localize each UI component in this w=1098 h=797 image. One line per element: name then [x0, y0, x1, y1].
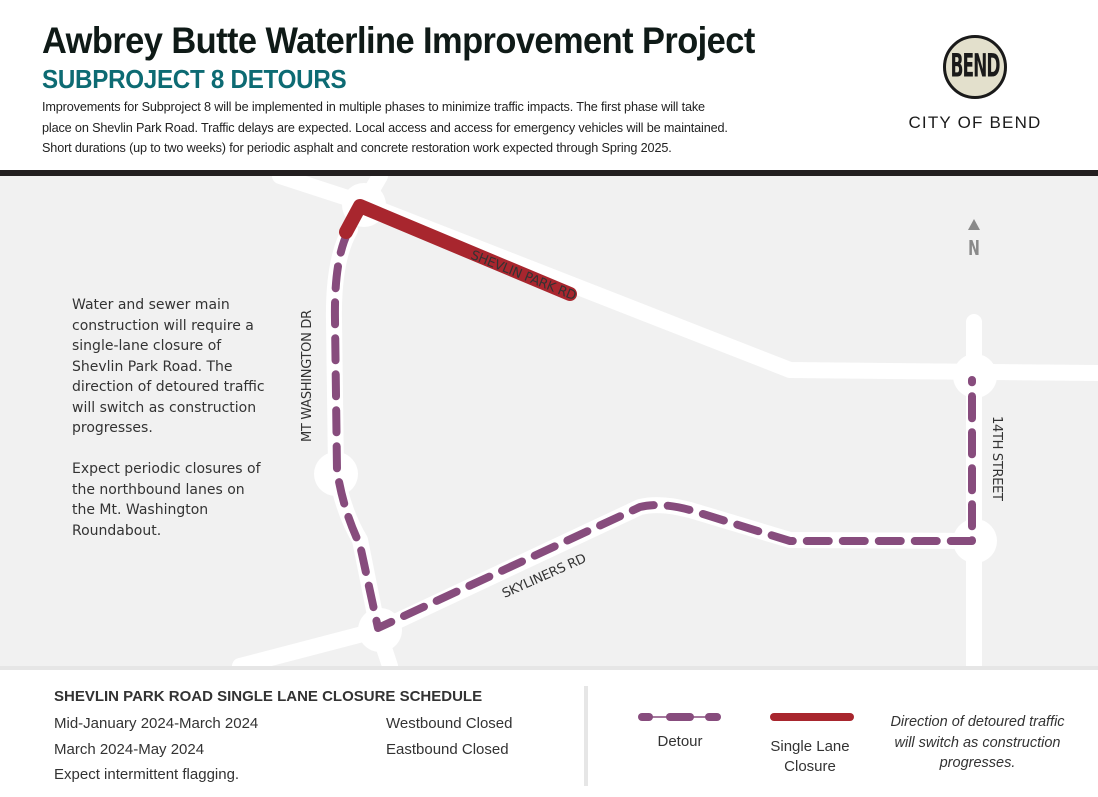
legend-note: Direction of detoured traffic will switc… — [890, 714, 1065, 771]
road-mt-washington — [325, 222, 386, 638]
road-shevlin-main — [355, 195, 1098, 381]
road-skyliners — [370, 497, 983, 638]
single-lane-closure-segment — [339, 199, 577, 301]
logo-caption: CITY OF BEND — [908, 113, 1042, 132]
map-canvas: N — [232, 176, 1098, 666]
schedule-status: Westbound Closed — [386, 715, 513, 732]
road-label-14th-street: 14TH STREET — [989, 416, 1004, 501]
footer-divider — [0, 666, 1098, 670]
schedule-status: Eastbound Closed — [386, 741, 509, 758]
roundabout-mtwashington-mid — [314, 452, 358, 496]
intro-line: place on Shevlin Park Road. Traffic dela… — [42, 119, 728, 135]
header-divider — [0, 170, 1098, 176]
roundabout-shevlin-14th — [953, 354, 997, 398]
footer-vertical-divider — [584, 686, 588, 786]
schedule-period: Mid-January 2024-March 2024 — [54, 715, 259, 732]
map-note: Water and sewer main construction will r… — [72, 295, 272, 541]
closure-line-icon — [770, 713, 854, 721]
legend-closure-label: Single Lane Closure — [770, 738, 850, 775]
schedule-period: March 2024-May 2024 — [54, 741, 205, 758]
intro-line: Improvements for Subproject 8 will be im… — [42, 99, 705, 114]
road-southwest — [232, 622, 386, 666]
legend-closure: Single Lane Closure — [760, 710, 860, 777]
header: Awbrey Butte Waterline Improvement Proje… — [0, 0, 1098, 170]
bend-badge-icon: BEND — [943, 35, 1007, 99]
intro-text: Improvements for Subproject 8 will be im… — [42, 97, 862, 159]
page-subtitle: SUBPROJECT 8 DETOURS — [42, 64, 347, 94]
legend-detour-label: Detour — [657, 733, 703, 750]
map-note-paragraph: Expect periodic closures of the northbou… — [72, 461, 261, 539]
road-label-mt-washington: MT WASHINGTON DR — [300, 310, 315, 442]
footer: SHEVLIN PARK ROAD SINGLE LANE CLOSURE SC… — [0, 670, 1098, 797]
schedule-note: Expect intermittent flagging. — [54, 766, 240, 783]
north-arrow-icon: N — [968, 219, 980, 261]
city-of-bend-logo: BEND CITY OF BEND — [905, 35, 1045, 145]
legend-detour: Detour — [630, 710, 730, 750]
detour-map: N Water and sewer main construction will… — [0, 176, 1098, 666]
intro-line: Short durations (up to two weeks) for pe… — [42, 140, 672, 155]
logo-badge-text: BEND — [950, 48, 1001, 86]
schedule-title: SHEVLIN PARK ROAD SINGLE LANE CLOSURE SC… — [54, 688, 483, 705]
page-title: Awbrey Butte Waterline Improvement Proje… — [42, 20, 755, 61]
roundabouts — [314, 183, 997, 652]
detour-line-icon — [638, 713, 721, 721]
map-note-paragraph: Water and sewer main construction will r… — [72, 297, 265, 436]
detour-route — [330, 228, 976, 632]
svg-text:N: N — [968, 238, 980, 261]
